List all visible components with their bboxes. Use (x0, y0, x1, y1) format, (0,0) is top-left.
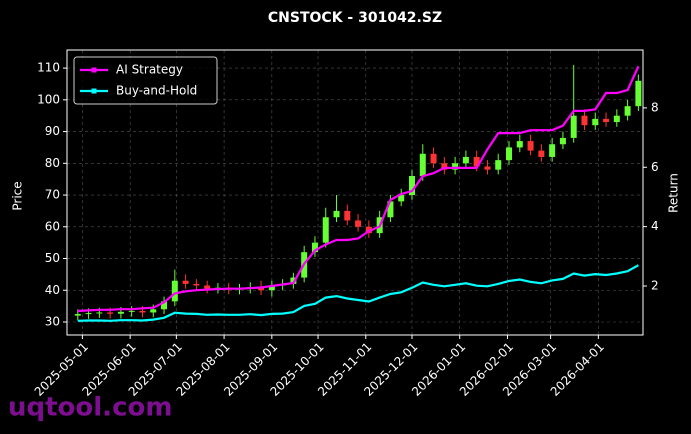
candle-body (506, 147, 513, 161)
candle-body (559, 137, 566, 145)
candle-body (355, 220, 362, 227)
candle-body (473, 156, 480, 167)
candle-body (171, 280, 178, 302)
plot-frame (66, 49, 644, 336)
y-tick-label: 70 (45, 188, 60, 202)
candle-body (538, 150, 545, 157)
y-tick-label: 40 (45, 283, 60, 297)
y-tick-label: 110 (37, 61, 60, 75)
candle-body (570, 115, 577, 138)
candle-body (549, 144, 556, 157)
candle-body (398, 195, 405, 202)
candle-body (258, 287, 265, 291)
candle-body (387, 201, 394, 218)
y2-tick-label: 4 (651, 219, 659, 233)
candle-body (139, 310, 146, 313)
candle-body (161, 301, 168, 310)
legend-marker (91, 67, 97, 73)
candle-body (107, 312, 114, 314)
y-tick-label: 50 (45, 251, 60, 265)
candle-body (96, 312, 103, 314)
candle-body (613, 115, 620, 123)
watermark: uqtool.com (8, 393, 172, 423)
legend-box (73, 56, 218, 105)
candle-body (581, 115, 588, 126)
legend-label: Buy-and-Hold (116, 84, 197, 98)
candle-body (128, 310, 135, 312)
candle-body (85, 313, 92, 315)
candle-body (74, 314, 81, 316)
candle-body (452, 163, 459, 170)
series-line (77, 65, 640, 313)
y-tick-label: 100 (37, 92, 60, 106)
y-axis-label: Price (11, 181, 25, 210)
y2-tick-label: 6 (651, 160, 659, 174)
candle-body (527, 141, 534, 151)
candle-body (462, 156, 469, 164)
y-tick-label: 80 (45, 156, 60, 170)
candle-body (635, 80, 642, 107)
candle-body (484, 166, 491, 170)
candle-body (150, 309, 157, 313)
candle-body (603, 118, 610, 123)
y2-axis-label: Return (667, 173, 681, 213)
candle-body (344, 210, 351, 221)
y-tick-label: 90 (45, 124, 60, 138)
candle-body (290, 277, 297, 284)
candle-body (311, 242, 318, 253)
candle-body (193, 283, 200, 286)
y-tick-label: 30 (45, 314, 60, 328)
candle-body (592, 118, 599, 126)
candle-body (333, 210, 340, 218)
candle-body (495, 160, 502, 170)
candle-body (430, 153, 437, 164)
candle-body (516, 141, 523, 148)
candle-body (441, 163, 448, 170)
series-line (77, 264, 639, 322)
y-tick-label: 60 (45, 219, 60, 233)
y2-tick-label: 8 (651, 100, 659, 114)
candle-body (322, 217, 329, 243)
candle-body (408, 175, 415, 196)
candle-body (268, 285, 275, 291)
candle-body (182, 280, 189, 284)
chart-title: CNSTOCK - 301042.SZ (268, 10, 442, 26)
candle-body (419, 153, 426, 176)
y2-tick-label: 2 (651, 279, 659, 293)
legend-marker (91, 88, 97, 94)
legend-label: AI Strategy (116, 63, 183, 77)
candle-body (624, 106, 631, 116)
candle-body (204, 285, 211, 289)
candle-body (117, 311, 124, 314)
